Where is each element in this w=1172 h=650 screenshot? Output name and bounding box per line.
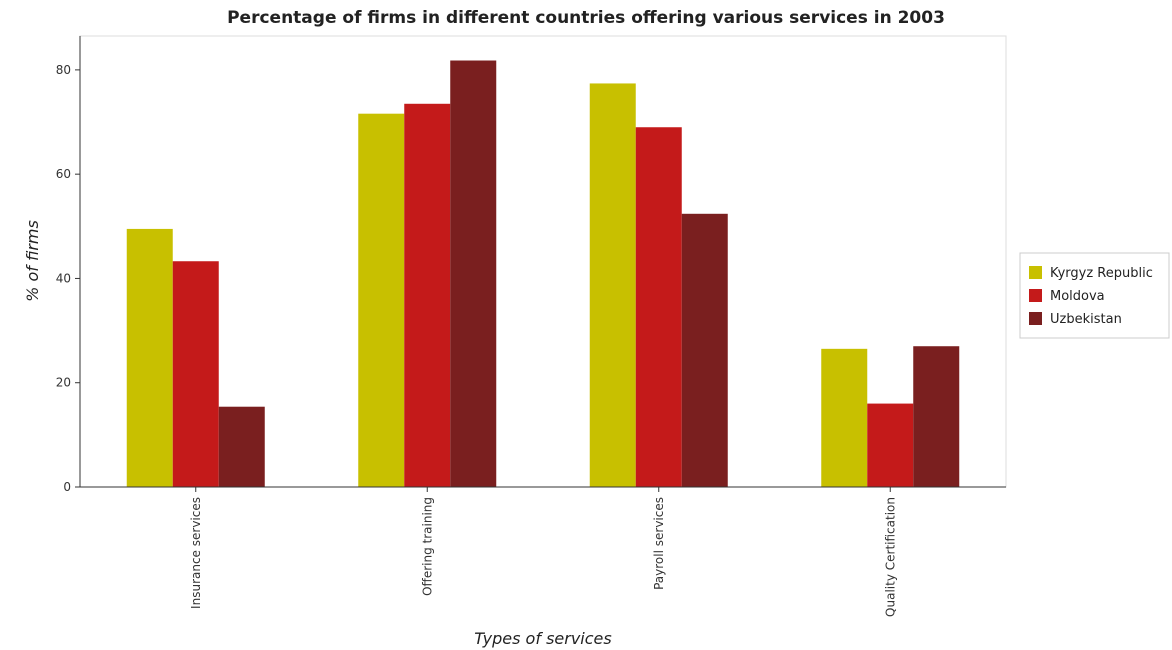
bar-moldova-quality-certification (867, 403, 914, 487)
legend: Kyrgyz Republic Moldova Uzbekistan (1019, 252, 1170, 339)
bar-uzbekistan-offering-training (450, 60, 497, 488)
axes-group (79, 36, 1006, 488)
legend-label-uzbekistan: Uzbekistan (1050, 312, 1122, 327)
y-tick-label: 60 (56, 167, 71, 181)
bar-kyrgyz-republic-payroll-services (589, 83, 636, 488)
legend-swatch-kyrgyz-republic (1029, 266, 1042, 279)
bar-uzbekistan-insurance-services (218, 406, 265, 487)
x-tick-label-insurance-services: Insurance services (189, 497, 203, 609)
bars-group (126, 60, 960, 488)
bar-moldova-insurance-services (172, 261, 219, 487)
legend-swatch-uzbekistan (1029, 312, 1042, 325)
x-tick-label-quality-certification: Quality Certification (883, 497, 897, 617)
chart-title: Percentage of firms in different countri… (227, 8, 945, 28)
x-ticks-group: Insurance services Offering training Payro… (189, 487, 897, 617)
bar-uzbekistan-quality-certification (913, 346, 960, 487)
legend-box (1019, 252, 1170, 339)
y-tick-label: 80 (56, 63, 71, 77)
legend-label-kyrgyz-republic: Kyrgyz Republic (1050, 266, 1153, 281)
bar-moldova-payroll-services (635, 127, 682, 488)
bar-kyrgyz-republic-offering-training (358, 113, 405, 487)
bar-kyrgyz-republic-insurance-services (126, 228, 173, 487)
legend-label-moldova: Moldova (1050, 289, 1105, 304)
y-ticks-group: 0 20 40 60 80 (56, 63, 80, 494)
bar-uzbekistan-payroll-services (681, 213, 728, 487)
y-tick-label: 0 (63, 480, 71, 494)
x-axis-label: Types of services (474, 629, 611, 648)
bar-kyrgyz-republic-quality-certification (821, 348, 868, 487)
y-tick-label: 40 (56, 271, 71, 285)
y-axis-label: % of firms (23, 220, 42, 302)
legend-swatch-moldova (1029, 289, 1042, 302)
x-tick-label-offering-training: Offering training (420, 497, 434, 596)
x-tick-label-payroll-services: Payroll services (652, 497, 666, 590)
y-tick-label: 20 (56, 376, 71, 390)
bar-moldova-offering-training (404, 103, 451, 488)
